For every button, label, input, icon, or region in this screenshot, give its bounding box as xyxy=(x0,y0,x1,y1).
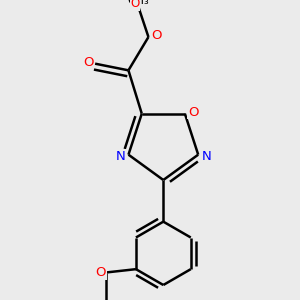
Text: N: N xyxy=(115,150,125,163)
Text: CH₃: CH₃ xyxy=(128,0,149,7)
Text: O: O xyxy=(96,266,106,279)
Text: O: O xyxy=(188,106,199,118)
Text: O: O xyxy=(152,29,162,42)
Text: O: O xyxy=(130,0,140,10)
Text: N: N xyxy=(202,150,212,163)
Text: O: O xyxy=(83,56,94,68)
